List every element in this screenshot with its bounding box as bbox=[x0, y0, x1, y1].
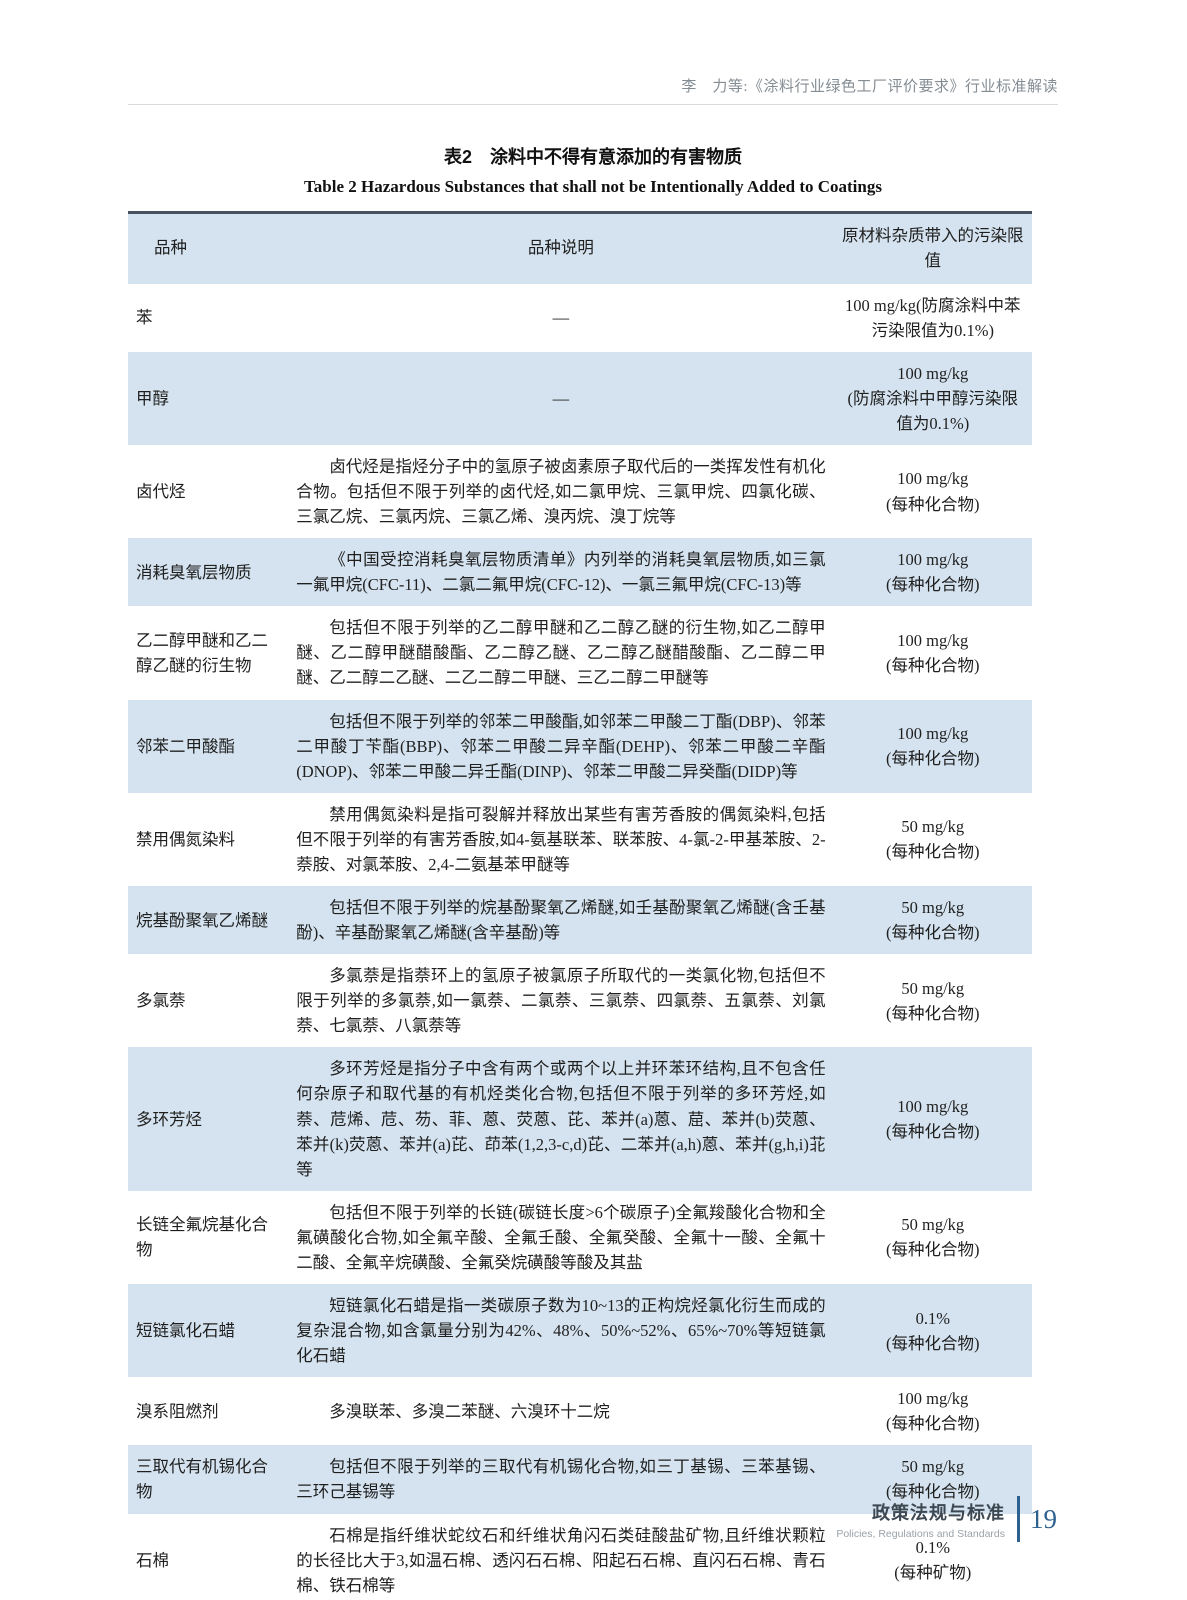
table-row: 三取代有机锡化合物 包括但不限于列举的三取代有机锡化合物,如三丁基锡、三苯基锡、… bbox=[128, 1445, 1032, 1514]
footer-section-en: Policies, Regulations and Standards bbox=[836, 1527, 1005, 1540]
substance-limit-cell: 50 mg/kg (每种化合物) bbox=[886, 817, 980, 862]
substance-limit-cell: 100 mg/kg (每种化合物) bbox=[886, 550, 980, 595]
page-number: 19 bbox=[1030, 1503, 1057, 1534]
substance-description-cell: 包括但不限于列举的三取代有机锡化合物,如三丁基锡、三苯基锡、三环己基锡等 bbox=[296, 1457, 826, 1502]
table-row: 多氯萘 多氯萘是指萘环上的氢原子被氯原子所取代的一类氯化物,包括但不限于列举的多… bbox=[128, 954, 1032, 1048]
column-header-variety: 品种 bbox=[128, 212, 289, 284]
substance-name-cell: 邻苯二甲酸酯 bbox=[136, 736, 235, 756]
running-head: 李 力等:《涂料行业绿色工厂评价要求》行业标准解读 bbox=[128, 0, 1058, 105]
substance-name-cell: 长链全氟烷基化合物 bbox=[136, 1215, 268, 1260]
substance-description-cell: 包括但不限于列举的长链(碳链长度>6个碳原子)全氟羧酸化合物和全氟磺酸化合物,如… bbox=[296, 1202, 826, 1272]
substance-description-cell: — bbox=[552, 308, 570, 328]
table-row: 溴系阻燃剂 多溴联苯、多溴二苯醚、六溴环十二烷 100 mg/kg (每种化合物… bbox=[128, 1377, 1032, 1446]
substance-description-cell: 短链氯化石蜡是指一类碳原子数为10~13的正构烷烃氯化衍生而成的复杂混合物,如含… bbox=[296, 1296, 826, 1366]
substance-name-cell: 消耗臭氧层物质 bbox=[136, 562, 252, 582]
substance-limit-cell: 50 mg/kg (每种化合物) bbox=[886, 1457, 980, 1502]
substance-limit-cell: 100 mg/kg(防腐涂料中苯污染限值为0.1%) bbox=[845, 295, 1021, 340]
substance-description-cell: 多环芳烃是指分子中含有两个或两个以上并环苯环结构,且不包含任何杂原子和取代基的有… bbox=[296, 1059, 826, 1179]
substance-name-cell: 三取代有机锡化合物 bbox=[136, 1457, 268, 1502]
column-header-limit: 原材料杂质带入的污染限值 bbox=[833, 212, 1032, 284]
footer-section-cn: 政策法规与标准 bbox=[872, 1502, 1005, 1523]
substance-description-cell: 多氯萘是指萘环上的氢原子被氯原子所取代的一类氯化物,包括但不限于列举的多氯萘,如… bbox=[296, 966, 826, 1036]
substance-name-cell: 禁用偶氮染料 bbox=[136, 829, 235, 849]
table-row: 乙二醇甲醚和乙二醇乙醚的衍生物 包括但不限于列举的乙二醇甲醚和乙二醇乙醚的衍生物… bbox=[128, 606, 1032, 700]
substance-limit-cell: 50 mg/kg (每种化合物) bbox=[886, 978, 980, 1023]
table-row: 甲醇 — 100 mg/kg (防腐涂料中甲醇污染限值为0.1%) bbox=[128, 351, 1032, 445]
substance-description-cell: 《中国受控消耗臭氧层物质清单》内列举的消耗臭氧层物质,如三氯一氟甲烷(CFC-1… bbox=[296, 550, 826, 595]
hazardous-substances-table: 品种 品种说明 原材料杂质带入的污染限值 苯 — 100 mg/kg(防腐涂料中… bbox=[128, 211, 1032, 1600]
table-row: 卤代烃 卤代烃是指烃分子中的氢原子被卤素原子取代后的一类挥发性有机化合物。包括但… bbox=[128, 444, 1032, 539]
table-row: 邻苯二甲酸酯 包括但不限于列举的邻苯二甲酸酯,如邻苯二甲酸二丁酯(DBP)、邻苯… bbox=[128, 699, 1032, 793]
substance-limit-cell: 0.1% (每种化合物) bbox=[886, 1308, 980, 1353]
table-row: 长链全氟烷基化合物 包括但不限于列举的长链(碳链长度>6个碳原子)全氟羧酸化合物… bbox=[128, 1190, 1032, 1284]
table-body: 苯 — 100 mg/kg(防腐涂料中苯污染限值为0.1%) 甲醇 — 100 … bbox=[128, 283, 1032, 1600]
substance-name-cell: 烷基酚聚氧乙烯醚 bbox=[136, 910, 268, 930]
substance-description-cell: 石棉是指纤维状蛇纹石和纤维状角闪石类硅酸盐矿物,且纤维状颗粒的长径比大于3,如温… bbox=[296, 1525, 826, 1595]
substance-limit-cell: 100 mg/kg (每种化合物) bbox=[886, 469, 980, 514]
substance-limit-cell: 100 mg/kg (每种化合物) bbox=[886, 1389, 980, 1434]
table-row: 短链氯化石蜡 短链氯化石蜡是指一类碳原子数为10~13的正构烷烃氯化衍生而成的复… bbox=[128, 1284, 1032, 1378]
substance-name-cell: 甲醇 bbox=[136, 388, 169, 408]
page-footer: 政策法规与标准 Policies, Regulations and Standa… bbox=[836, 1496, 1057, 1542]
substance-name-cell: 石棉 bbox=[136, 1550, 169, 1570]
substance-name-cell: 短链氯化石蜡 bbox=[136, 1321, 235, 1341]
substance-name-cell: 苯 bbox=[136, 308, 153, 328]
substance-description-cell: 卤代烃是指烃分子中的氢原子被卤素原子取代后的一类挥发性有机化合物。包括但不限于列… bbox=[296, 456, 826, 527]
table-row: 多环芳烃 多环芳烃是指分子中含有两个或两个以上并环苯环结构,且不包含任何杂原子和… bbox=[128, 1047, 1032, 1191]
substance-limit-cell: 100 mg/kg (防腐涂料中甲醇污染限值为0.1%) bbox=[847, 363, 1019, 433]
table-header: 品种 品种说明 原材料杂质带入的污染限值 bbox=[128, 212, 1032, 284]
substance-description-cell: 包括但不限于列举的邻苯二甲酸酯,如邻苯二甲酸二丁酯(DBP)、邻苯二甲酸丁苄酯(… bbox=[296, 711, 826, 781]
substance-limit-cell: 0.1% (每种矿物) bbox=[894, 1538, 972, 1583]
column-header-description: 品种说明 bbox=[288, 212, 834, 284]
substance-description-cell: 包括但不限于列举的烷基酚聚氧乙烯醚,如壬基酚聚氧乙烯醚(含壬基酚)、辛基酚聚氧乙… bbox=[296, 897, 826, 943]
substance-limit-cell: 100 mg/kg (每种化合物) bbox=[886, 630, 980, 675]
substance-limit-cell: 50 mg/kg (每种化合物) bbox=[886, 897, 980, 943]
table-row: 消耗臭氧层物质 《中国受控消耗臭氧层物质清单》内列举的消耗臭氧层物质,如三氯一氟… bbox=[128, 538, 1032, 607]
substance-name-cell: 多氯萘 bbox=[136, 991, 186, 1011]
table-row: 苯 — 100 mg/kg(防腐涂料中苯污染限值为0.1%) bbox=[128, 283, 1032, 352]
substance-description-cell: 包括但不限于列举的乙二醇甲醚和乙二醇乙醚的衍生物,如乙二醇甲醚、乙二醇甲醚醋酸酯… bbox=[296, 618, 826, 688]
table-row: 石棉 石棉是指纤维状蛇纹石和纤维状角闪石类硅酸盐矿物,且纤维状颗粒的长径比大于3… bbox=[128, 1513, 1032, 1600]
substance-name-cell: 乙二醇甲醚和乙二醇乙醚的衍生物 bbox=[136, 630, 268, 675]
substance-name-cell: 溴系阻燃剂 bbox=[136, 1401, 219, 1421]
substance-name-cell: 卤代烃 bbox=[136, 481, 186, 501]
substance-description-cell: 禁用偶氮染料是指可裂解并释放出某些有害芳香胺的偶氮染料,包括但不限于列举的有害芳… bbox=[296, 804, 826, 874]
table-row: 烷基酚聚氧乙烯醚 包括但不限于列举的烷基酚聚氧乙烯醚,如壬基酚聚氧乙烯醚(含壬基… bbox=[128, 885, 1032, 955]
substance-limit-cell: 100 mg/kg (每种化合物) bbox=[886, 724, 980, 769]
footer-divider bbox=[1017, 1496, 1020, 1542]
table-title-cn: 表2 涂料中不得有意添加的有害物质 bbox=[443, 147, 742, 167]
substance-limit-cell: 100 mg/kg (每种化合物) bbox=[886, 1096, 980, 1142]
table-row: 禁用偶氮染料 禁用偶氮染料是指可裂解并释放出某些有害芳香胺的偶氮染料,包括但不限… bbox=[128, 792, 1032, 886]
substance-description-cell: 多溴联苯、多溴二苯醚、六溴环十二烷 bbox=[329, 1401, 610, 1421]
substance-description-cell: — bbox=[552, 388, 570, 408]
substance-limit-cell: 50 mg/kg (每种化合物) bbox=[886, 1215, 980, 1260]
table-title-en: Table 2 Hazardous Substances that shall … bbox=[304, 177, 882, 196]
substance-name-cell: 多环芳烃 bbox=[136, 1109, 202, 1129]
